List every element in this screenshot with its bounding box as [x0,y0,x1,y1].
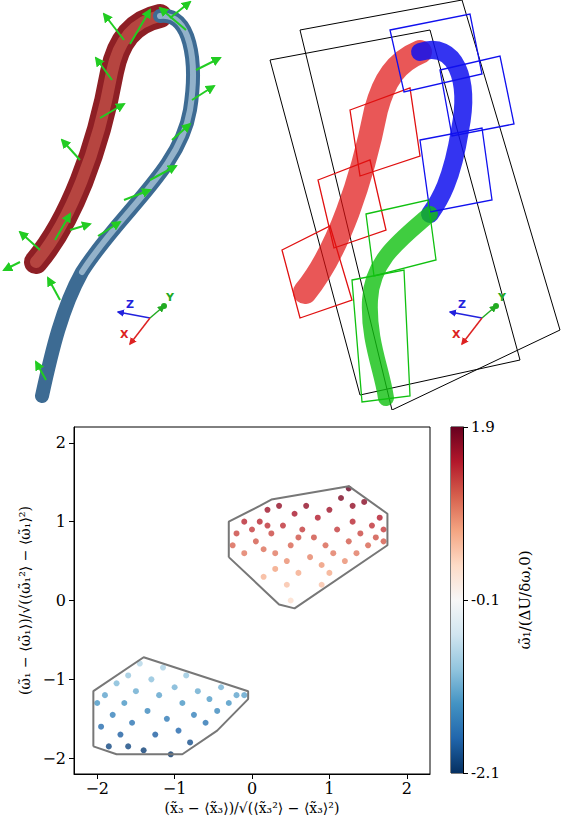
svg-text:0: 0 [247,779,257,798]
svg-text:-0.1: -0.1 [471,591,500,609]
svg-text:0: 0 [56,591,66,610]
svg-text:−2: −2 [42,749,66,768]
svg-text:(x̃₃ − ⟨x̃₃⟩)/√(⟨x̃₃²⟩ − ⟨x̃₃⟩: (x̃₃ − ⟨x̃₃⟩)/√(⟨x̃₃²⟩ − ⟨x̃₃⟩²) [165,800,340,816]
svg-text:2: 2 [56,433,66,452]
svg-text:−2: −2 [85,779,109,798]
svg-text:Y: Y [165,291,175,304]
svg-text:X: X [120,328,129,341]
svg-text:ω̃₁/(ΔU/δω,0): ω̃₁/(ΔU/δω,0) [516,550,534,649]
svg-text:−1: −1 [42,670,66,689]
svg-text:1.9: 1.9 [471,418,495,436]
svg-text:Z: Z [458,298,466,311]
svg-text:Z: Z [126,298,134,311]
svg-text:(ω̃₁ − ⟨ω̃₁⟩)/√(⟨ω̃₁²⟩ − ⟨ω̃₁⟩: (ω̃₁ − ⟨ω̃₁⟩)/√(⟨ω̃₁²⟩ − ⟨ω̃₁⟩²) [17,506,33,695]
svg-text:1: 1 [324,779,334,798]
svg-text:1: 1 [56,512,66,531]
svg-text:2: 2 [402,779,412,798]
svg-text:X: X [452,328,461,341]
svg-text:Y: Y [497,291,507,304]
svg-text:-2.1: -2.1 [471,764,500,782]
svg-text:−1: −1 [163,779,187,798]
